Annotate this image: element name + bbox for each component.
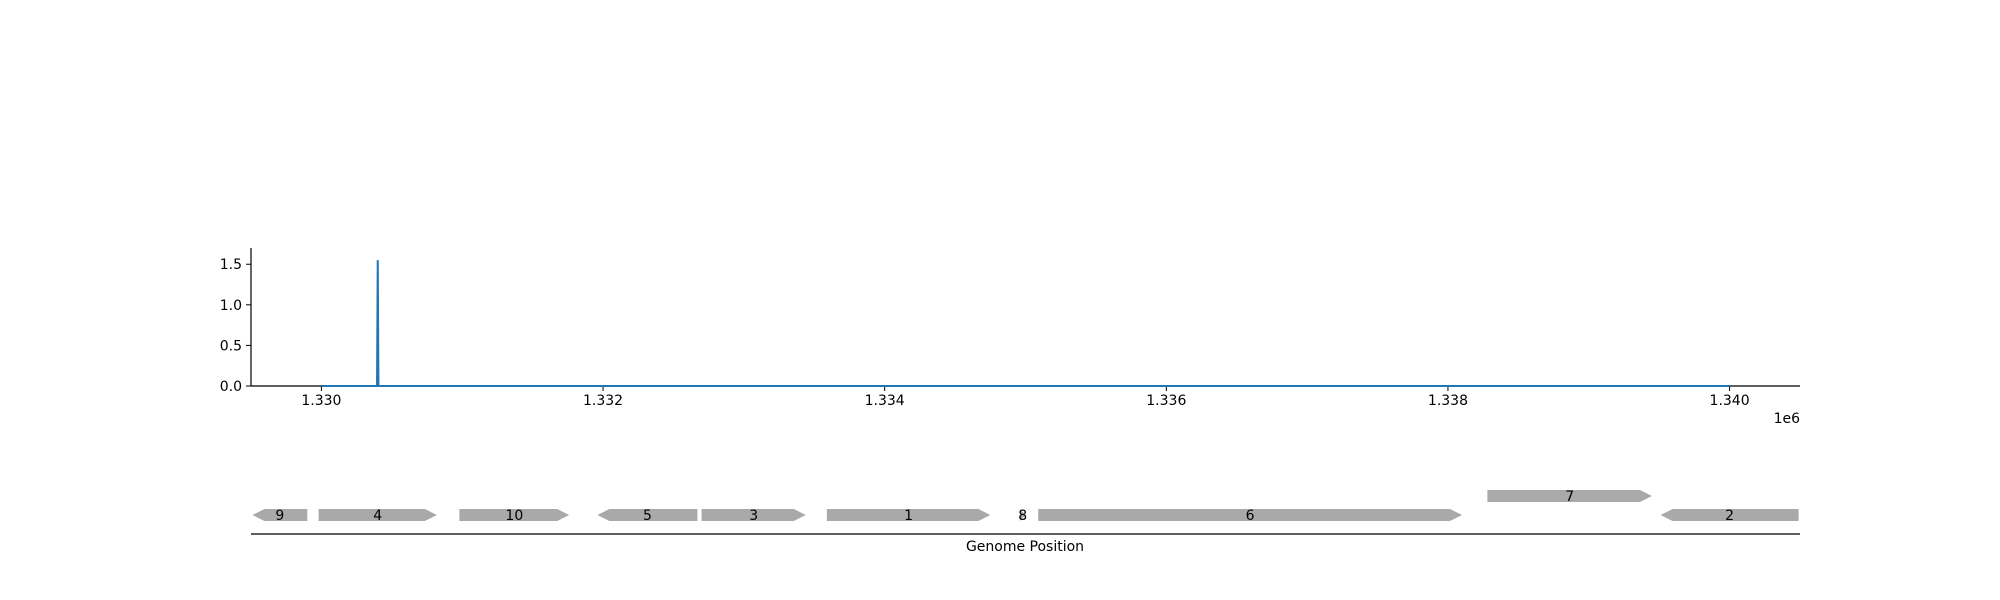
gene-label: 7 [1565, 489, 1574, 505]
gene-label: 1 [904, 508, 913, 524]
y-tick-label: 0.5 [220, 338, 242, 354]
y-tick-label: 0.0 [220, 379, 242, 395]
x-tick-label: 1.334 [865, 393, 905, 409]
x-tick-label: 1.338 [1428, 393, 1468, 409]
gene-track-xlabel: Genome Position [966, 539, 1084, 555]
genes: 9 4 10 5 3 1 8 6 7 2 [252, 489, 1799, 524]
gene-arrow [701, 509, 806, 521]
y-ticks: 0.0 0.5 1.0 1.5 [220, 257, 251, 395]
gene-arrow [1019, 509, 1026, 521]
x-tick-label: 1.330 [301, 393, 341, 409]
gene-label: 2 [1725, 508, 1734, 524]
gene-arrow [1660, 509, 1799, 521]
gene-label: 9 [275, 508, 284, 524]
gene-arrow [318, 509, 437, 521]
gene-track: 9 4 10 5 3 1 8 6 7 2 Genome Position [251, 489, 1800, 555]
gene-label: 5 [643, 508, 652, 524]
gene-arrow [1487, 490, 1653, 502]
gene-arrow [459, 509, 570, 521]
gene-label: 3 [749, 508, 758, 524]
gene-arrow [1038, 509, 1462, 521]
x-tick-label: 1.336 [1146, 393, 1186, 409]
x-offset-label: 1e6 [1774, 411, 1801, 427]
gene-label: 8 [1018, 508, 1027, 524]
gene-label: 4 [373, 508, 382, 524]
y-tick-label: 1.5 [220, 257, 242, 273]
gene-arrow [597, 509, 698, 521]
y-tick-label: 1.0 [220, 298, 242, 314]
gene-arrow [252, 509, 308, 521]
x-tick-label: 1.340 [1710, 393, 1750, 409]
coverage-plot: 0.00.51.01.5 1.330 1.332 1.334 1.336 1.338 1.… [220, 248, 1800, 427]
coverage-line [321, 260, 1730, 387]
x-ticks: 1.330 1.332 1.334 1.336 1.338 1.340 [301, 386, 1750, 409]
x-tick-label: 1.332 [583, 393, 623, 409]
gene-label: 10 [505, 508, 523, 524]
gene-arrow [826, 509, 991, 521]
gene-label: 6 [1246, 508, 1255, 524]
